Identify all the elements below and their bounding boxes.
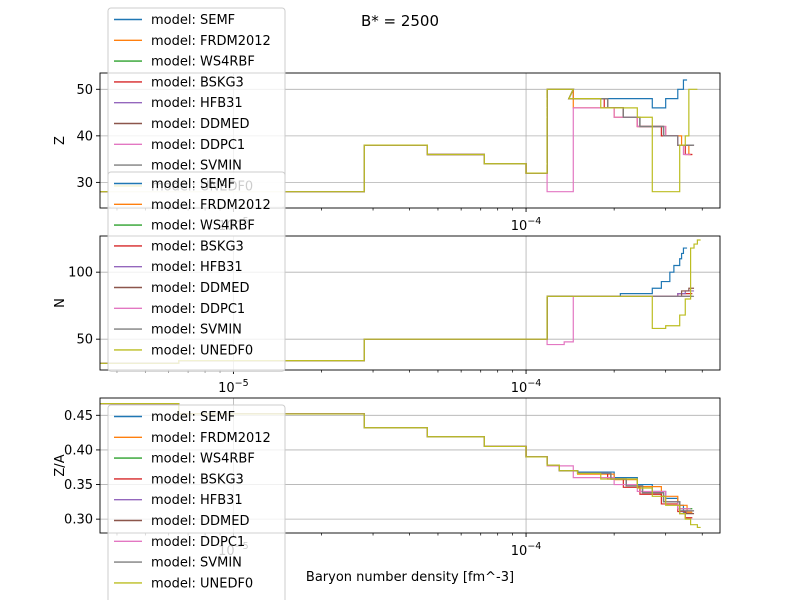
legend-label: model: HFB31 [151,260,243,275]
y-tick-label: 40 [76,129,93,144]
series-lines [100,79,698,193]
legend-label: model: DDMED [151,281,249,296]
legend-label: model: FRDM2012 [151,34,271,49]
legend-label: model: SVMIN [151,159,242,174]
x-tick-label: 10−4 [511,216,542,234]
legend-label: model: WS4RBF [151,452,255,467]
legend-label: model: WS4RBF [151,55,255,70]
y-tick-label: 0.40 [64,443,93,458]
legend-label: model: DDPC1 [151,302,245,317]
y-tick-label: 100 [68,266,93,281]
y-tick-label: 50 [76,83,93,98]
legend-label: model: DDMED [151,117,249,132]
axes-frame [99,235,721,371]
legend-label: model: HFB31 [151,96,243,111]
y-tick-label: 0.30 [64,513,93,528]
legend-label: model: HFB31 [151,493,243,508]
series-lines [100,402,701,529]
series-line-unedf0 [100,239,701,364]
legend-label: model: SEMF [151,410,235,425]
y-axis-label: Z/A [53,454,68,476]
x-tick-label: 10−4 [511,378,542,396]
y-tick-label: 50 [76,333,93,348]
legend-box [107,404,286,600]
y-tick-label: 0.35 [64,478,93,493]
axes-frame [99,397,721,534]
y-axis-label: N [53,298,68,308]
legend-label: model: SEMF [151,177,235,192]
legend-label: model: SVMIN [151,556,242,571]
x-tick-label: 10−5 [218,378,249,396]
legend: model: SEMF model: FRDM2012 model: WS4RBF m… [107,171,286,372]
legend-label: model: BSKG3 [151,75,244,90]
y-tick-label: 30 [76,176,93,191]
x-axis-label: Baryon number density [fm^-3] [306,570,514,585]
legend-label: model: DDPC1 [151,138,245,153]
legend-label: model: UNEDF0 [151,343,253,358]
x-tick-label: 10−4 [511,541,542,559]
legend-label: model: BSKG3 [151,472,244,487]
axes-frame [99,72,721,209]
legend-label: model: UNEDF0 [151,576,253,591]
legend-label: model: FRDM2012 [151,198,271,213]
series-line-unedf0 [100,402,701,529]
legend: model: SEMF model: FRDM2012 model: WS4RBF m… [107,404,286,600]
legend-label: model: FRDM2012 [151,431,271,446]
series-line-unedf0 [100,88,698,193]
legend-label: model: WS4RBF [151,219,255,234]
legend-label: model: BSKG3 [151,239,244,254]
y-axis-label: Z [53,136,68,145]
legend-label: model: DDPC1 [151,535,245,550]
legend-label: model: SEMF [151,13,235,28]
legend-label: model: SVMIN [151,323,242,338]
legend-box [107,171,286,372]
y-tick-label: 0.45 [64,409,93,424]
legend-label: model: DDMED [151,514,249,529]
figure-title: B* = 2500 [361,12,439,30]
